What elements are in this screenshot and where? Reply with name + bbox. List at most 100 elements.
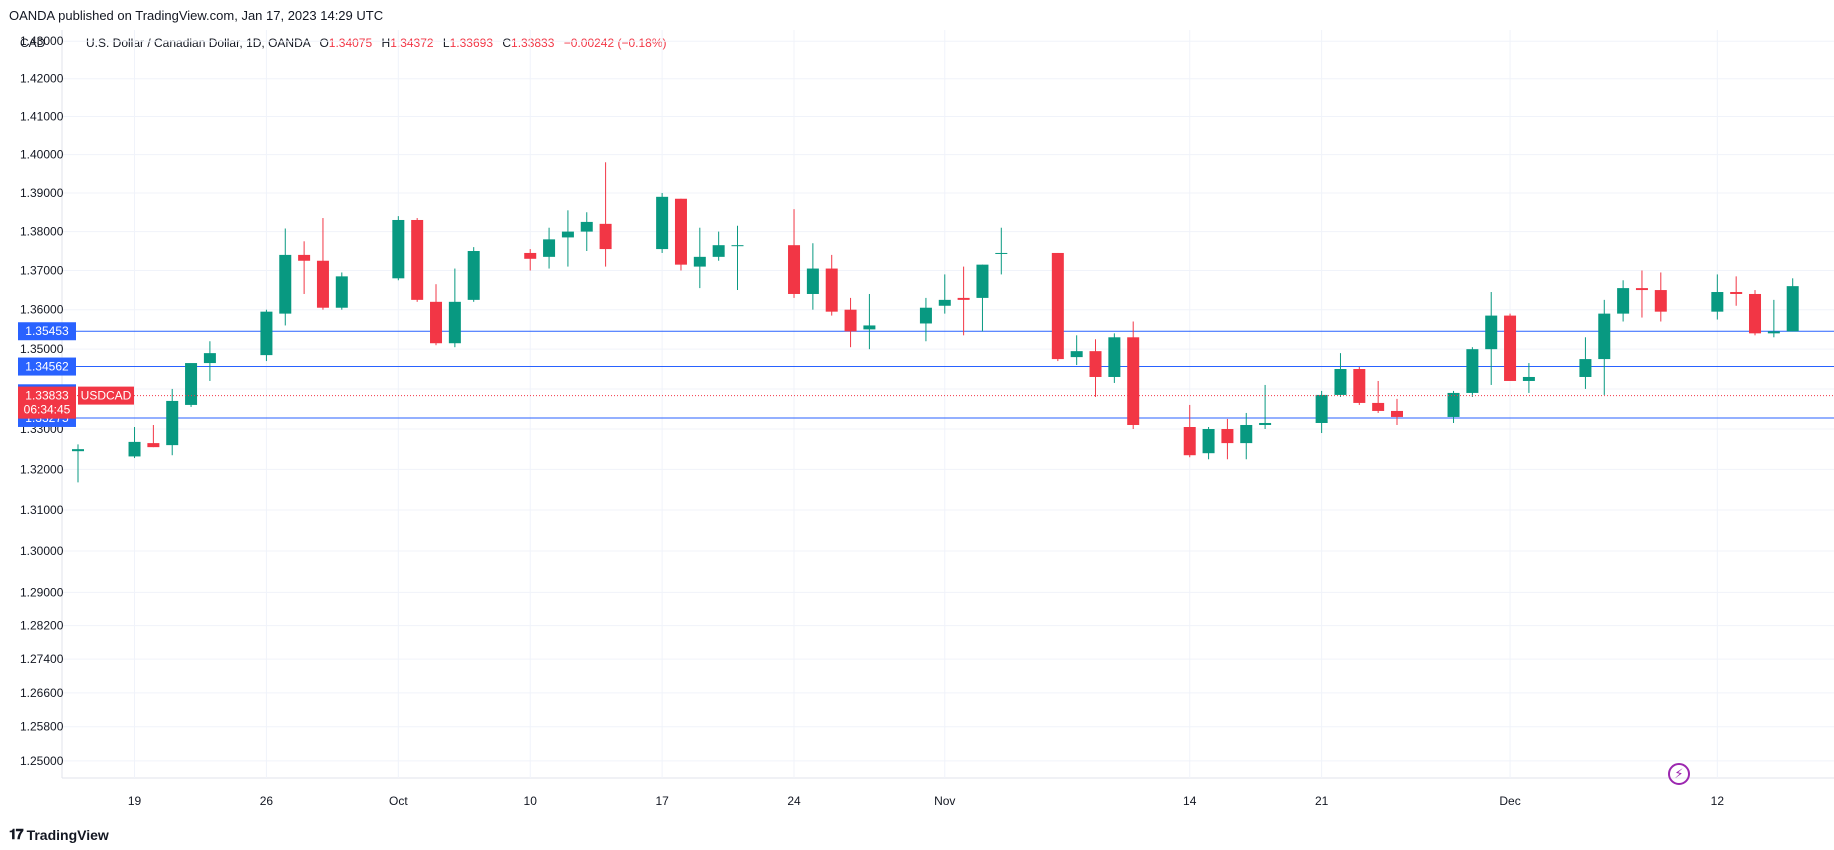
level-price-label-bg (18, 322, 76, 341)
footer-brand[interactable]: 𝟏𝟕 TradingView (9, 826, 109, 843)
symbol-label: USDCAD (81, 389, 132, 403)
y-tick-label: 1.30000 (20, 544, 64, 558)
x-tick-label: 17 (655, 794, 669, 808)
candle-up (1070, 351, 1083, 358)
x-tick-label: Dec (1499, 794, 1520, 808)
level-price-label-bg (18, 357, 76, 376)
last-price-label: 1.33833 (25, 389, 69, 403)
ohlc-legend: U.S. Dollar / Canadian Dollar, 1D, OANDA… (86, 36, 667, 50)
candle-down (1221, 429, 1234, 444)
candle-down (1127, 337, 1140, 425)
candle-up (1334, 369, 1347, 395)
x-tick-label: 19 (128, 794, 142, 808)
candle-down (1730, 292, 1743, 294)
candle-up (467, 251, 480, 300)
candle-down (788, 245, 801, 294)
y-tick-label: 1.26600 (20, 686, 64, 700)
y-tick-label: 1.39000 (20, 186, 64, 200)
y-tick-label: 1.38000 (20, 225, 64, 239)
close-label: C (502, 36, 512, 50)
candle-down (1635, 288, 1648, 291)
candle-up (806, 268, 819, 294)
y-tick-label: 1.43000 (20, 34, 64, 48)
last-price-label-bg (18, 386, 76, 419)
x-tick-label: Nov (934, 794, 955, 808)
close-value: 1.33833 (511, 36, 555, 50)
candle-down (1183, 426, 1196, 456)
candle-up (1617, 288, 1630, 314)
candle-up (1485, 315, 1498, 350)
candle-up (279, 254, 292, 314)
candle-up (1315, 394, 1328, 423)
high-label: H (381, 36, 391, 50)
x-tick-label: 24 (787, 794, 801, 808)
candle-up (1786, 286, 1799, 332)
candle-down (147, 443, 160, 448)
candle-up (1466, 349, 1479, 393)
candle-down (298, 254, 311, 261)
candle-up (166, 400, 179, 446)
candle-up (392, 219, 405, 279)
x-tick-label: 10 (524, 794, 538, 808)
candle-up (335, 276, 348, 308)
candle-up (561, 231, 574, 238)
candle-up (1522, 376, 1535, 381)
candle-up (128, 441, 141, 457)
x-tick-label: 14 (1183, 794, 1197, 808)
open-value: 1.34075 (328, 36, 373, 50)
symbol-label-bg (78, 386, 134, 405)
x-tick-label: Oct (389, 794, 408, 808)
candle-up (1202, 429, 1215, 454)
high-value: 1.34372 (390, 36, 434, 50)
y-tick-label: 1.42000 (20, 72, 64, 86)
candle-down (957, 297, 970, 300)
candle-down (674, 198, 687, 265)
candle-up (1108, 337, 1121, 377)
candle-down (1051, 252, 1064, 360)
change-value: −0.00242 (−0.18%) (563, 36, 667, 50)
candle-down (1749, 293, 1762, 334)
y-tick-label: 1.37000 (20, 264, 64, 278)
brand-name: TradingView (26, 826, 109, 843)
candle-up (185, 363, 198, 405)
level-price-label: 1.35453 (25, 324, 69, 338)
tradingview-logo-icon: 𝟏𝟕 (9, 826, 24, 842)
currency-label: CAD (20, 36, 46, 50)
candle-down (1353, 369, 1366, 403)
candle-up (1259, 422, 1272, 425)
candle-up (580, 221, 593, 232)
lightning-icon[interactable]: ⚡ (1668, 763, 1690, 785)
candle-up (72, 449, 84, 452)
candle-up (938, 299, 951, 306)
candle-down (316, 260, 329, 308)
candle-down (430, 301, 443, 344)
y-tick-label: 1.32000 (20, 462, 64, 476)
level-price-label: 1.34562 (25, 360, 69, 374)
candle-up (1711, 292, 1724, 312)
candle-up (448, 301, 461, 344)
candle-up (203, 353, 216, 364)
instrument-name: U.S. Dollar / Canadian Dollar, 1D, OANDA (86, 36, 311, 50)
candle-up (976, 264, 989, 298)
candle-up (1767, 331, 1780, 334)
x-tick-label: 26 (260, 794, 274, 808)
open-label: O (319, 36, 329, 50)
candle-up (693, 256, 706, 267)
candle-down (1654, 290, 1667, 312)
candle-up (919, 307, 932, 324)
candle-up (1579, 359, 1592, 377)
candle-up (1240, 424, 1253, 444)
candle-up (731, 245, 744, 247)
low-label: L (442, 36, 450, 50)
y-tick-label: 1.27400 (20, 652, 64, 666)
candle-up (260, 311, 273, 356)
candle-up (1447, 392, 1460, 417)
candle-down (1391, 410, 1403, 417)
y-tick-label: 1.36000 (20, 303, 64, 317)
y-tick-label: 1.25000 (20, 754, 64, 768)
candle-down (1372, 402, 1385, 411)
candle-down (825, 268, 838, 312)
candle-down (524, 252, 537, 259)
y-tick-label: 1.25800 (20, 720, 64, 734)
